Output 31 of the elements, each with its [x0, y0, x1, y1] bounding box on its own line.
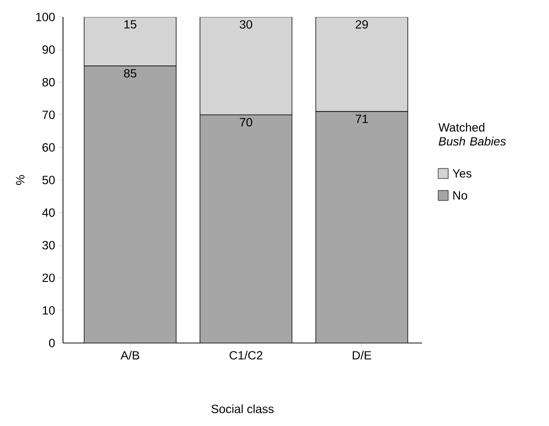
legend-title: Watched Bush Babies: [438, 122, 506, 146]
y-tick-label: 40: [42, 208, 55, 217]
y-tick-label: 50: [42, 176, 55, 184]
y-tick-label: 10: [42, 306, 55, 315]
bar: [315, 16, 408, 112]
legend-label: Yes: [452, 169, 472, 178]
y-tick-label: 30: [42, 240, 55, 250]
bar: [200, 114, 292, 343]
y-tick-label: 100: [36, 12, 55, 22]
x-tick-label: A/B: [120, 350, 140, 360]
x-axis-title: Social class: [211, 404, 274, 414]
y-tick-label: 60: [42, 143, 55, 152]
y-tick-label: 80: [42, 78, 55, 86]
text: No: [453, 191, 468, 200]
data-label: 85: [124, 69, 136, 78]
data-label: 71: [356, 114, 368, 123]
y-tick-label: 90: [42, 45, 55, 54]
data-label: 30: [240, 20, 252, 29]
y-axis-title: %: [16, 175, 24, 185]
y-tick-label: 0: [49, 338, 55, 348]
data-label: 15: [124, 20, 136, 29]
bar: [200, 16, 292, 116]
bar: [315, 111, 408, 343]
x-tick-label: D/E: [352, 350, 372, 360]
y-tick-label: 70: [42, 110, 55, 120]
bar: [84, 16, 176, 66]
bar: [84, 66, 176, 343]
data-label: 29: [356, 20, 368, 29]
x-tick-label: C1/C2: [230, 350, 262, 360]
y-tick-label: 20: [42, 274, 55, 282]
data-label: 70: [240, 118, 252, 126]
